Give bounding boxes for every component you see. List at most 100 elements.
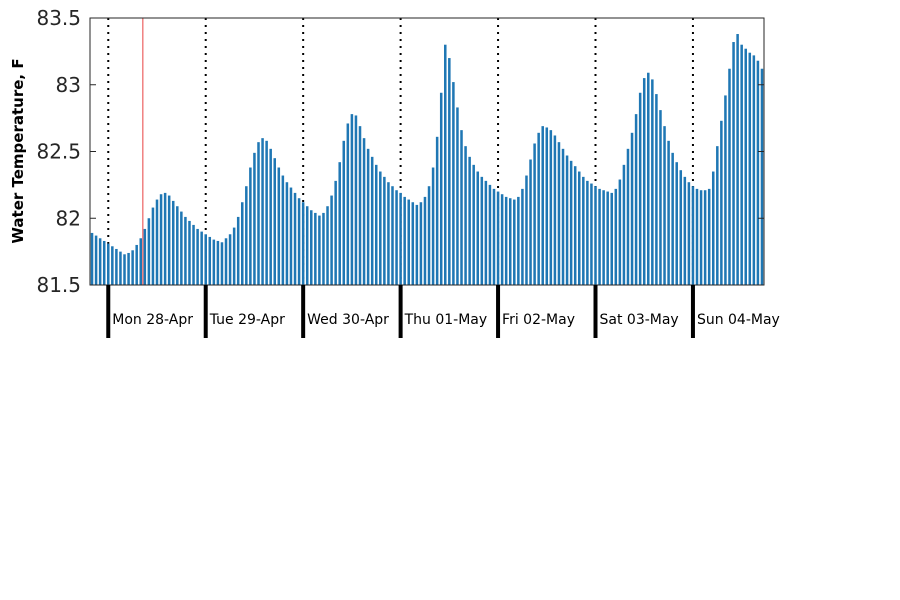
temperature-bar xyxy=(545,127,549,285)
temperature-bar xyxy=(265,140,268,285)
temperature-bar xyxy=(269,148,272,285)
temperature-bar xyxy=(399,192,402,285)
temperature-bar xyxy=(374,164,378,285)
temperature-bar xyxy=(435,136,439,285)
temperature-bar xyxy=(241,202,244,285)
temperature-bar xyxy=(504,196,508,285)
temperature-bar xyxy=(594,186,597,285)
temperature-bar xyxy=(90,232,94,285)
temperature-bar xyxy=(354,115,358,286)
temperature-bar xyxy=(496,191,500,285)
temperature-bar xyxy=(419,202,423,285)
temperature-bar xyxy=(529,159,532,285)
temperature-bar xyxy=(220,242,224,285)
temperature-bar xyxy=(606,191,609,285)
temperature-bar xyxy=(167,195,171,285)
temperature-bar xyxy=(273,158,276,285)
temperature-bar xyxy=(102,240,106,285)
temperature-bar xyxy=(362,138,366,285)
temperature-bar xyxy=(598,188,601,285)
temperature-bar xyxy=(350,114,354,286)
day-label: Thu 01-May xyxy=(404,312,488,328)
temperature-bar xyxy=(143,228,147,285)
temperature-bar xyxy=(196,228,199,285)
temperature-bar xyxy=(403,196,406,285)
temperature-bar xyxy=(517,196,520,285)
temperature-bar xyxy=(476,171,480,285)
temperature-bar xyxy=(732,42,735,285)
temperature-bar xyxy=(383,176,386,285)
temperature-bar xyxy=(379,171,382,285)
temperature-bar xyxy=(261,138,264,285)
temperature-bar xyxy=(338,162,341,285)
temperature-bar xyxy=(500,194,504,285)
temperature-bar xyxy=(549,130,553,285)
temperature-bar xyxy=(525,175,528,285)
temperature-bar xyxy=(249,167,252,285)
temperature-bar xyxy=(699,190,703,285)
day-divider-lines xyxy=(107,18,694,285)
temperature-bar xyxy=(407,199,410,285)
temperature-bar xyxy=(119,251,122,286)
temperature-bar xyxy=(679,170,683,285)
temperature-bar xyxy=(245,186,248,285)
temperature-bar xyxy=(289,187,293,285)
temperature-bar xyxy=(107,243,110,285)
temperature-bar xyxy=(724,95,727,286)
y-axis-ticks: 81.5 82 82.5 83 83.5 xyxy=(36,6,764,297)
temperature-bar xyxy=(358,126,362,285)
temperature-bar xyxy=(297,198,301,285)
temperature-bar xyxy=(618,179,622,285)
temperature-bar xyxy=(752,55,756,285)
temperature-bar xyxy=(569,160,573,285)
temperature-bars xyxy=(90,34,764,286)
temperature-bar xyxy=(216,240,220,285)
temperature-bar xyxy=(159,194,163,285)
temperature-bar xyxy=(415,204,419,285)
temperature-bar xyxy=(590,183,593,285)
temperature-bar xyxy=(480,176,484,285)
temperature-bar xyxy=(310,210,313,285)
temperature-bar xyxy=(663,126,666,285)
temperature-bar xyxy=(192,224,195,285)
temperature-bar xyxy=(111,246,114,285)
temperature-bar xyxy=(626,148,630,285)
temperature-bar xyxy=(387,182,390,285)
temperature-bar xyxy=(452,82,455,285)
temperature-bar xyxy=(651,79,654,285)
day-label: Tue 29-Apr xyxy=(209,312,285,328)
temperature-bar xyxy=(370,156,374,285)
temperature-bar xyxy=(614,188,618,285)
temperature-bar xyxy=(293,192,297,285)
temperature-bar xyxy=(716,146,719,285)
temperature-bar xyxy=(630,132,634,285)
y-tick-label: 82 xyxy=(56,206,81,230)
temperature-bar xyxy=(439,92,443,285)
y-tick-label: 82.5 xyxy=(36,140,81,164)
temperature-bar xyxy=(444,44,447,286)
day-label: Fri 02-May xyxy=(502,312,575,328)
temperature-bar xyxy=(561,148,565,285)
temperature-bar xyxy=(634,114,638,286)
temperature-bar xyxy=(602,190,605,285)
temperature-bar xyxy=(533,143,536,285)
temperature-bar xyxy=(232,227,236,285)
temperature-bar xyxy=(139,238,143,285)
temperature-bar xyxy=(208,236,212,285)
temperature-bar xyxy=(212,239,216,285)
temperature-bar xyxy=(456,107,459,285)
temperature-bar xyxy=(427,186,431,285)
temperature-bar xyxy=(675,162,678,285)
temperature-bar xyxy=(346,123,350,285)
temperature-bar xyxy=(582,176,585,285)
temperature-bar xyxy=(431,167,435,285)
temperature-bar xyxy=(472,164,475,285)
temperature-bar xyxy=(492,188,496,285)
y-tick-label: 81.5 xyxy=(36,273,81,297)
temperature-bar xyxy=(683,176,687,285)
temperature-bar xyxy=(740,44,743,286)
plot-area-background xyxy=(90,18,764,285)
temperature-bar xyxy=(695,188,699,285)
temperature-bar xyxy=(171,200,175,285)
